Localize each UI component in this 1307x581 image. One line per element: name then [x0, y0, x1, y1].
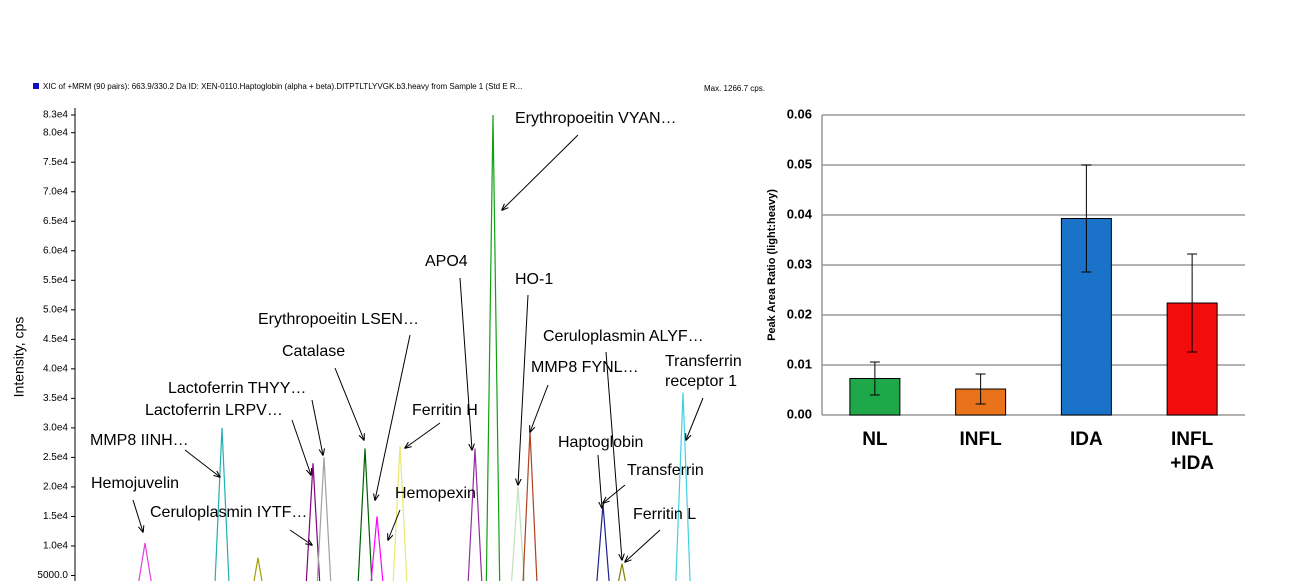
- annotation-arrow: [502, 134, 579, 210]
- y-tick-label: 5.5e4: [43, 275, 68, 286]
- trace: [522, 430, 538, 581]
- annotation-arrow: [132, 499, 143, 532]
- annotation: Hemojuvelin: [91, 475, 179, 492]
- y-axis-label: Peak Area Ratio (light:heavy): [766, 189, 778, 341]
- annotation: Transferrin receptor 1: [665, 353, 742, 390]
- y-tick-label: 0.05: [787, 156, 812, 171]
- y-tick-label: 7.0e4: [43, 186, 68, 197]
- y-tick-label: 6.0e4: [43, 245, 68, 256]
- trace: [675, 392, 691, 581]
- annotation: Ceruloplasmin ALYF…: [543, 328, 704, 345]
- trace: [316, 457, 332, 581]
- x-tick-label: INFL: [960, 429, 1003, 450]
- y-tick-label: 6.5e4: [43, 216, 68, 227]
- annotation-arrow: [459, 277, 472, 450]
- header-max: Max. 1266.7 cps.: [704, 84, 765, 93]
- annotation: Erythropoeitin LSEN…: [258, 311, 419, 328]
- annotation: Lactoferrin LRPV…: [145, 402, 283, 419]
- annotation-arrow: [597, 454, 602, 508]
- y-tick-label: 3.0e4: [43, 423, 68, 434]
- y-tick-label: 3.5e4: [43, 393, 68, 404]
- trace: [596, 504, 610, 581]
- annotation-arrow: [605, 351, 622, 560]
- trace: [618, 563, 626, 581]
- y-tick-label: 5000.0: [37, 570, 68, 581]
- header-icon: [33, 83, 39, 89]
- annotation-arrow: [518, 294, 529, 485]
- annotation-arrow: [184, 449, 220, 477]
- annotation: Ferritin H: [412, 402, 478, 419]
- annotation-arrow: [289, 529, 312, 545]
- y-tick-label: 2.0e4: [43, 482, 68, 493]
- annotation: Ferritin L: [633, 506, 696, 523]
- y-tick-label: 0.00: [787, 406, 812, 421]
- annotation-arrow: [388, 509, 401, 540]
- y-tick-label: 7.5e4: [43, 157, 68, 168]
- annotation: HO-1: [515, 271, 553, 288]
- x-tick-label: NL: [862, 429, 888, 450]
- y-tick-label: 0.06: [787, 106, 812, 121]
- annotation-arrow: [686, 397, 704, 440]
- trace: [138, 542, 152, 581]
- annotation-arrow: [334, 367, 364, 440]
- y-tick-label: 0.02: [787, 306, 812, 321]
- x-tick-label: IDA: [1070, 429, 1103, 450]
- trace: [370, 516, 384, 581]
- header-text: XIC of +MRM (90 pairs): 663.9/330.2 Da I…: [43, 82, 522, 91]
- y-tick-label: 8.0e4: [43, 127, 68, 138]
- annotation: Hemopexin: [395, 485, 476, 502]
- trace: [253, 557, 263, 581]
- annotation-arrow: [625, 529, 661, 562]
- y-tick-label: 0.01: [787, 356, 812, 371]
- x-tick-label: INFL +IDA: [1170, 429, 1214, 474]
- y-tick-label: 5.0e4: [43, 304, 68, 315]
- annotation: APO4: [425, 253, 468, 270]
- y-tick-label: 0.04: [787, 206, 813, 221]
- y-tick-label: 8.3e4: [43, 110, 68, 121]
- y-tick-label: 4.5e4: [43, 334, 68, 345]
- trace: [485, 114, 501, 581]
- trace: [467, 448, 483, 581]
- trace: [357, 448, 373, 581]
- annotation: Ceruloplasmin IYTF…: [150, 504, 307, 521]
- y-axis-label: Intensity, cps: [11, 317, 27, 398]
- annotation: Erythropoeitin VYAN…: [515, 110, 677, 127]
- annotation: Catalase: [282, 343, 345, 360]
- trace: [214, 427, 230, 581]
- annotation-arrow: [530, 384, 549, 432]
- annotation: Lactoferrin THYY…: [168, 380, 306, 397]
- annotation: Transferrin: [627, 462, 704, 479]
- annotation-arrow: [603, 484, 626, 503]
- annotation-arrow: [291, 419, 311, 475]
- annotation-arrow: [375, 334, 411, 500]
- y-tick-label: 1.0e4: [43, 541, 68, 552]
- annotation-arrow: [311, 399, 323, 455]
- y-tick-label: 0.03: [787, 256, 812, 271]
- y-tick-label: 1.5e4: [43, 511, 68, 522]
- annotation: Haptoglobin: [558, 434, 643, 451]
- annotation: MMP8 FYNL…: [531, 359, 639, 376]
- annotation: MMP8 IINH…: [90, 432, 189, 449]
- y-tick-label: 4.0e4: [43, 363, 68, 374]
- y-tick-label: 2.5e4: [43, 452, 68, 463]
- annotation-arrow: [405, 422, 441, 448]
- trace: [392, 445, 408, 581]
